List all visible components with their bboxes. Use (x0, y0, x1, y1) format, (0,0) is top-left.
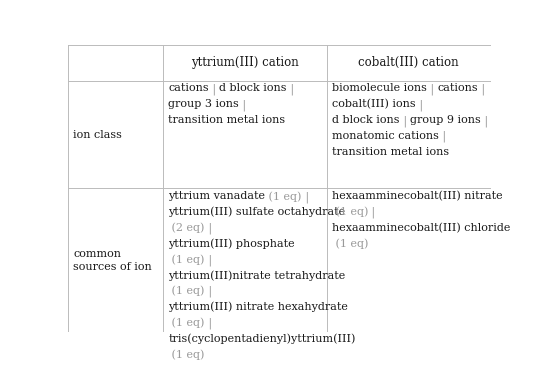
Text: transition metal ions: transition metal ions (168, 115, 286, 125)
Text: (1 eq): (1 eq) (168, 317, 204, 328)
Text: yttrium(III) phosphate: yttrium(III) phosphate (168, 238, 295, 249)
Text: transition metal ions: transition metal ions (332, 147, 449, 157)
Text: |: | (481, 115, 492, 126)
Text: |: | (399, 115, 410, 126)
Text: yttrium(III)nitrate tetrahydrate: yttrium(III)nitrate tetrahydrate (168, 270, 346, 280)
Text: (1 eq): (1 eq) (265, 191, 301, 202)
Text: |: | (204, 254, 215, 266)
Text: |: | (239, 99, 250, 111)
Text: group 9 ions: group 9 ions (410, 115, 481, 125)
Text: |: | (204, 317, 215, 329)
Text: hexaamminecobalt(III) chloride: hexaamminecobalt(III) chloride (332, 223, 511, 233)
Text: (1 eq): (1 eq) (168, 254, 204, 265)
Text: ion class: ion class (73, 129, 122, 140)
Text: |: | (416, 99, 426, 111)
Text: cobalt(III) ions: cobalt(III) ions (332, 99, 416, 110)
Text: (1 eq): (1 eq) (168, 349, 204, 360)
Text: |: | (204, 223, 215, 234)
Text: yttrium vanadate: yttrium vanadate (168, 191, 265, 201)
Text: monatomic cations: monatomic cations (332, 131, 439, 141)
Text: |: | (209, 84, 220, 95)
Text: d block ions: d block ions (220, 84, 287, 93)
Text: yttrium(III) nitrate hexahydrate: yttrium(III) nitrate hexahydrate (168, 302, 348, 312)
Text: |: | (478, 84, 489, 95)
Text: |: | (427, 84, 438, 95)
Text: cations: cations (438, 84, 478, 93)
Text: yttrium(III) sulfate octahydrate: yttrium(III) sulfate octahydrate (168, 207, 346, 217)
Text: biomolecule ions: biomolecule ions (332, 84, 427, 93)
Text: common
sources of ion: common sources of ion (73, 248, 152, 272)
Text: |: | (368, 207, 379, 219)
Text: hexaamminecobalt(III) nitrate: hexaamminecobalt(III) nitrate (332, 191, 502, 201)
Text: cobalt(III) cation: cobalt(III) cation (359, 56, 459, 69)
Text: |: | (439, 131, 450, 142)
Text: (1 eq): (1 eq) (332, 207, 368, 217)
Text: d block ions: d block ions (332, 115, 399, 125)
Text: cations: cations (168, 84, 209, 93)
Text: |: | (204, 286, 215, 297)
Text: (1 eq): (1 eq) (168, 286, 204, 297)
Text: group 3 ions: group 3 ions (168, 99, 239, 109)
Text: (1 eq): (1 eq) (332, 238, 368, 249)
Text: tris(cyclopentadienyl)yttrium(III): tris(cyclopentadienyl)yttrium(III) (168, 333, 355, 344)
Text: |: | (287, 84, 298, 95)
Text: (2 eq): (2 eq) (168, 223, 204, 233)
Text: |: | (301, 191, 312, 203)
Text: yttrium(III) cation: yttrium(III) cation (191, 56, 299, 69)
